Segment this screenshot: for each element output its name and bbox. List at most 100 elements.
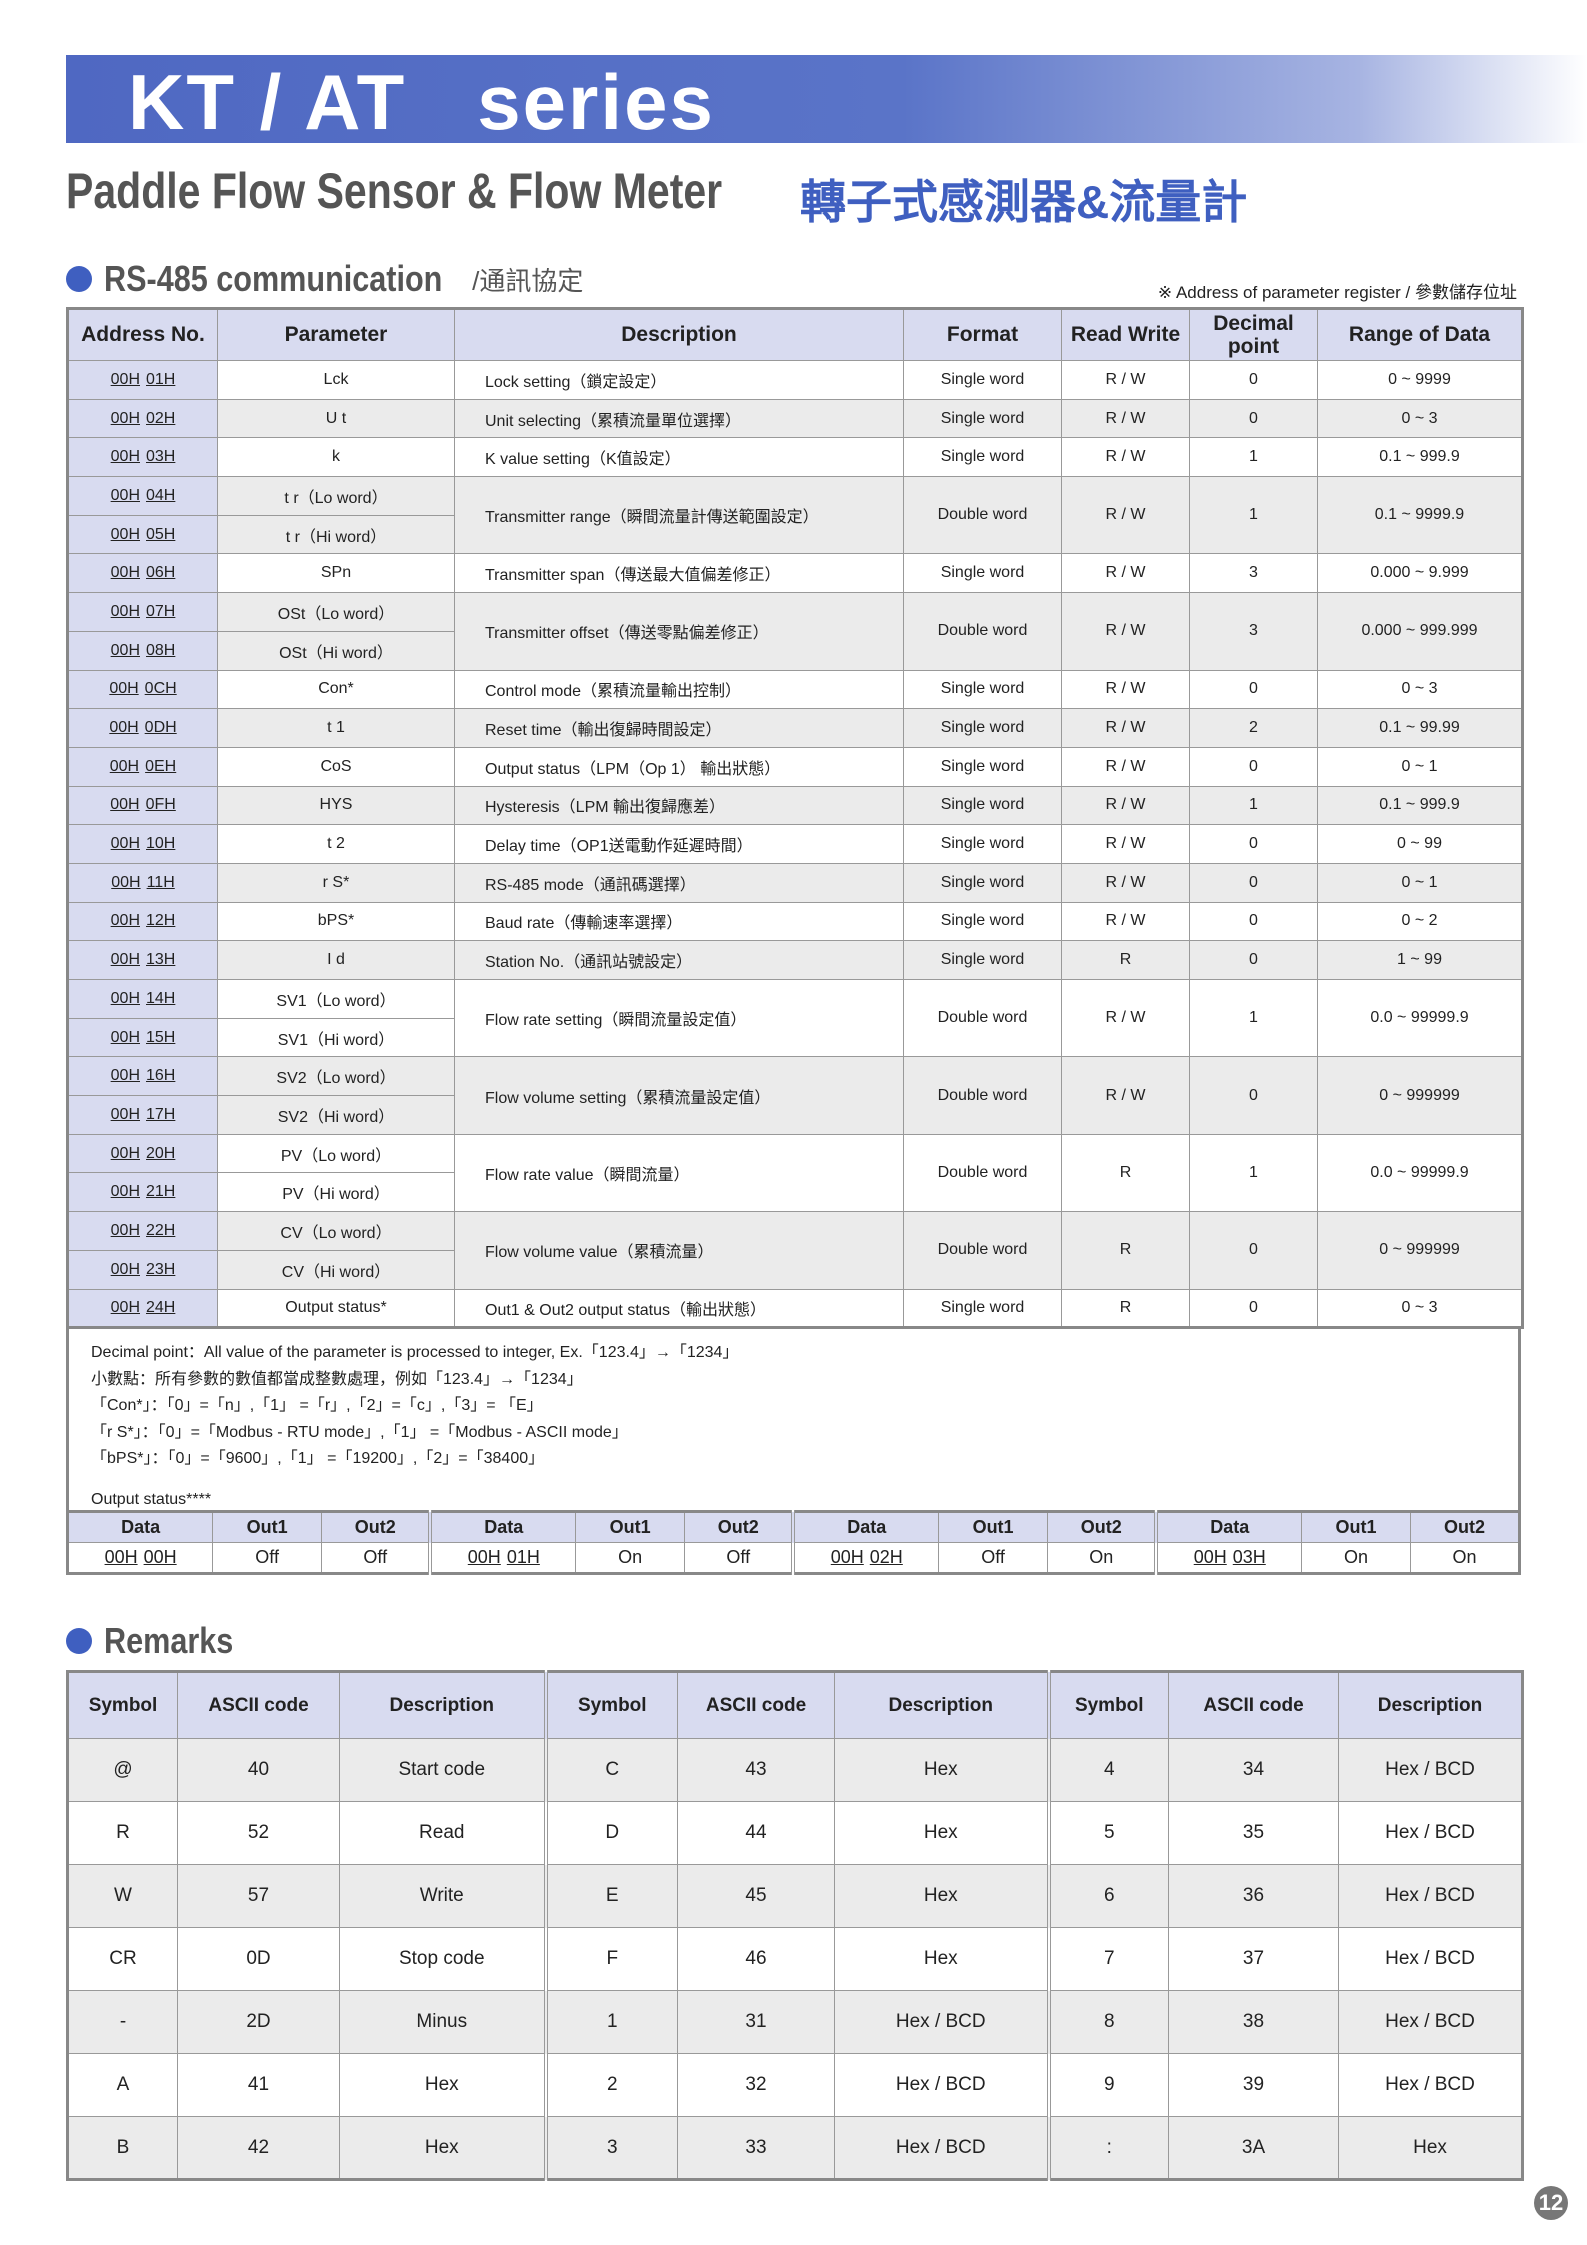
read-write-cell: R / W bbox=[1061, 592, 1190, 671]
description-cell: Hex / BCD bbox=[1338, 1990, 1523, 2054]
column-header: Out1 bbox=[1301, 1511, 1411, 1543]
format-cell: Double word bbox=[903, 476, 1062, 555]
address-cell: 00H 16H bbox=[67, 1056, 218, 1097]
description-cell: Station No.（通訊站號設定） bbox=[454, 940, 904, 980]
read-write-cell: R / W bbox=[1061, 1056, 1190, 1135]
note-line: 小數點：所有參數的數值都當成整數處理，例如「123.4」→「1234」 bbox=[91, 1370, 583, 1388]
address-byte: 00H bbox=[110, 486, 140, 504]
column-header: Symbol bbox=[67, 1671, 178, 1739]
read-write-cell: R bbox=[1061, 1288, 1190, 1329]
parameter-cell: t 2 bbox=[217, 824, 455, 864]
description-cell: RS-485 mode（通訊碼選擇） bbox=[454, 862, 904, 903]
table-row: 00H 01H Lck Lock setting（鎖定設定） Single word R … bbox=[67, 360, 1523, 400]
read-write-cell: R / W bbox=[1061, 437, 1190, 478]
description-cell: Hex bbox=[339, 2053, 546, 2117]
description-cell: Read bbox=[339, 1801, 546, 1865]
read-write-cell: R / W bbox=[1061, 978, 1190, 1058]
format-cell: Double word bbox=[903, 592, 1062, 671]
address-byte: 00H bbox=[110, 1221, 140, 1239]
address-cell: 00H 02H bbox=[67, 398, 218, 439]
address-byte: 0FH bbox=[145, 796, 176, 814]
description-cell: Transmitter offset（傳送零點偏差修正） bbox=[454, 592, 904, 671]
parameter-cell: SPn bbox=[217, 553, 455, 594]
parameter-cell: CV（Hi word） bbox=[217, 1249, 455, 1290]
address-byte: 05H bbox=[146, 525, 176, 543]
range-cell: 0 ~ 999999 bbox=[1317, 1211, 1523, 1290]
format-cell: Single word bbox=[903, 398, 1062, 439]
address-cell: 00H 14H bbox=[67, 979, 218, 1019]
description-cell: Flow rate setting（瞬間流量設定值） bbox=[454, 978, 904, 1058]
format-cell: Single word bbox=[903, 708, 1062, 748]
symbol-cell: F bbox=[543, 1927, 678, 1991]
address-byte: 00H bbox=[110, 835, 140, 853]
table-row: 00H 03H k K value setting（K值設定） Single word R… bbox=[67, 437, 1523, 478]
address-byte: 00H bbox=[110, 796, 140, 814]
symbol-cell: 7 bbox=[1046, 1927, 1169, 1991]
parameter-cell: bPS* bbox=[217, 901, 455, 942]
read-write-cell: R / W bbox=[1061, 669, 1190, 710]
out-cell: Off bbox=[938, 1542, 1049, 1574]
ascii-code-cell: 36 bbox=[1168, 1864, 1339, 1928]
address-byte: 00H bbox=[110, 641, 140, 659]
format-cell: Single word bbox=[903, 1288, 1062, 1329]
symbol-cell: D bbox=[543, 1801, 678, 1865]
column-header: Description bbox=[834, 1671, 1049, 1739]
column-header: Out1 bbox=[575, 1511, 686, 1543]
column-header: Description bbox=[339, 1671, 546, 1739]
address-cell: 00H 04H bbox=[67, 476, 218, 516]
address-cell: 00H 0EH bbox=[67, 746, 218, 787]
ascii-code-cell: 34 bbox=[1168, 1738, 1339, 1802]
table-row: 00H 02H U t Unit selecting（累積流量單位選擇） Single … bbox=[67, 398, 1523, 439]
table-row: -2D Minus 1 31 Hex / BCD 8 38 Hex / BCD bbox=[67, 1990, 1523, 2054]
parameter-cell: HYS bbox=[217, 785, 455, 826]
column-header: Symbol bbox=[1046, 1671, 1169, 1739]
address-byte: 00H bbox=[110, 1183, 140, 1201]
address-byte: 11H bbox=[146, 873, 175, 891]
description-cell: Hex / BCD bbox=[1338, 1864, 1523, 1928]
table-row: 00H 22H CV（Lo word） Flow volume value（累積流量）… bbox=[67, 1211, 1523, 1290]
section-heading-remarks: Remarks bbox=[66, 1620, 256, 1662]
bullet-icon bbox=[66, 266, 92, 292]
symbol-cell: B bbox=[67, 2116, 178, 2180]
symbol-cell: CR bbox=[67, 1927, 178, 1991]
address-byte: 00H bbox=[110, 370, 140, 388]
description-cell: Flow volume value（累積流量） bbox=[454, 1211, 904, 1290]
series-title: KT / AT series bbox=[128, 58, 715, 146]
decimal-point-cell: 0 bbox=[1189, 1056, 1318, 1135]
output-status-table: Data Out1 Out2 Data Out1 Out2 Data Out1 Out2 Data… bbox=[66, 1510, 1521, 1575]
section-heading-rs485: RS-485 communication /通訊協定 bbox=[66, 258, 583, 300]
table-row: A 41 Hex 2 32 Hex / BCD 9 39 Hex / BCD bbox=[67, 2053, 1523, 2117]
range-cell: 0 ~ 999999 bbox=[1317, 1056, 1523, 1135]
ascii-code-cell: 52 bbox=[177, 1801, 340, 1865]
description-cell: Stop code bbox=[339, 1927, 546, 1991]
parameter-cell: I d bbox=[217, 940, 455, 980]
ascii-code-cell: 39 bbox=[1168, 2053, 1339, 2117]
table-row: 00H 15H SV1（Hi word） bbox=[67, 1017, 1523, 1058]
read-write-cell: R / W bbox=[1061, 824, 1190, 864]
address-byte: 20H bbox=[146, 1144, 176, 1162]
address-cell: 00H 15H bbox=[67, 1017, 218, 1058]
column-header: Out1 bbox=[212, 1511, 323, 1543]
address-cell: 00H 07H bbox=[67, 592, 218, 632]
address-byte: 00H bbox=[110, 1144, 140, 1162]
parameter-cell: SV2（Hi word） bbox=[217, 1095, 455, 1135]
column-header: Data bbox=[66, 1511, 214, 1543]
address-byte: 0EH bbox=[145, 757, 177, 775]
address-cell: 00H 22H bbox=[67, 1211, 218, 1251]
column-header: Out2 bbox=[1409, 1511, 1521, 1543]
format-cell: Single word bbox=[903, 746, 1062, 787]
address-byte: 07H bbox=[146, 602, 176, 620]
data-cell: 00H 00H bbox=[66, 1542, 214, 1574]
read-write-cell: R / W bbox=[1061, 553, 1190, 594]
note-line: 「Con*」：「0」=「n」,「1」 =「r」,「2」=「c」,「3」= 「E」 bbox=[91, 1397, 543, 1414]
description-cell: Hex / BCD bbox=[834, 2053, 1049, 2117]
description-cell: Start code bbox=[339, 1738, 546, 1802]
table-row: 00H 24H Output status* Out1 & Out2 output s… bbox=[67, 1288, 1523, 1329]
address-cell: 00H 24H bbox=[67, 1288, 218, 1329]
ascii-code-cell: 37 bbox=[1168, 1927, 1339, 1991]
address-byte: 12H bbox=[146, 912, 176, 930]
description-cell: Out1 & Out2 output status（輸出狀態） bbox=[454, 1288, 904, 1329]
table-row: 00H 21H PV（Hi word） bbox=[67, 1172, 1523, 1213]
address-byte: 08H bbox=[146, 641, 176, 659]
address-cell: 00H 23H bbox=[67, 1249, 218, 1290]
